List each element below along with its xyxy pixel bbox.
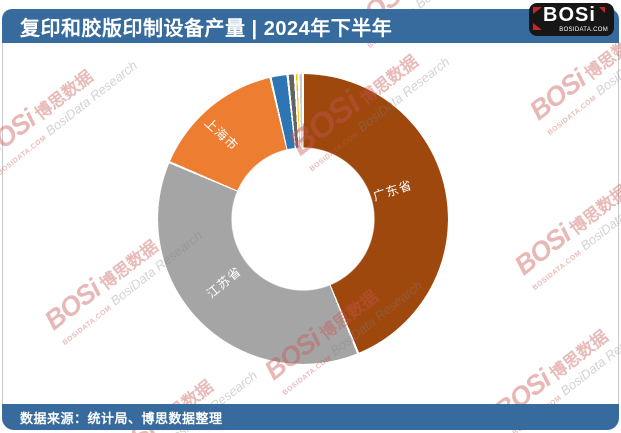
bosi-logo: BOSi BOSIDATA.COM: [529, 3, 614, 36]
footer-bar: 数据来源：统计局、博思数据整理: [2, 404, 619, 430]
logo-red-accent-icon: [599, 7, 605, 13]
page-title: 复印和胶版印制设备产量 | 2024年下半年: [20, 17, 393, 40]
logo-red-triangle-icon: [533, 23, 542, 30]
logo-brand-text: BOSi: [543, 4, 596, 26]
data-source-text: 数据来源：统计局、博思数据整理: [20, 410, 223, 426]
header-bar: 复印和胶版印制设备产量 | 2024年下半年: [2, 9, 619, 43]
logo-domain-text: BOSIDATA.COM: [559, 27, 608, 33]
donut-chart: [158, 74, 448, 364]
logo-red-triangle-icon: [533, 7, 542, 14]
